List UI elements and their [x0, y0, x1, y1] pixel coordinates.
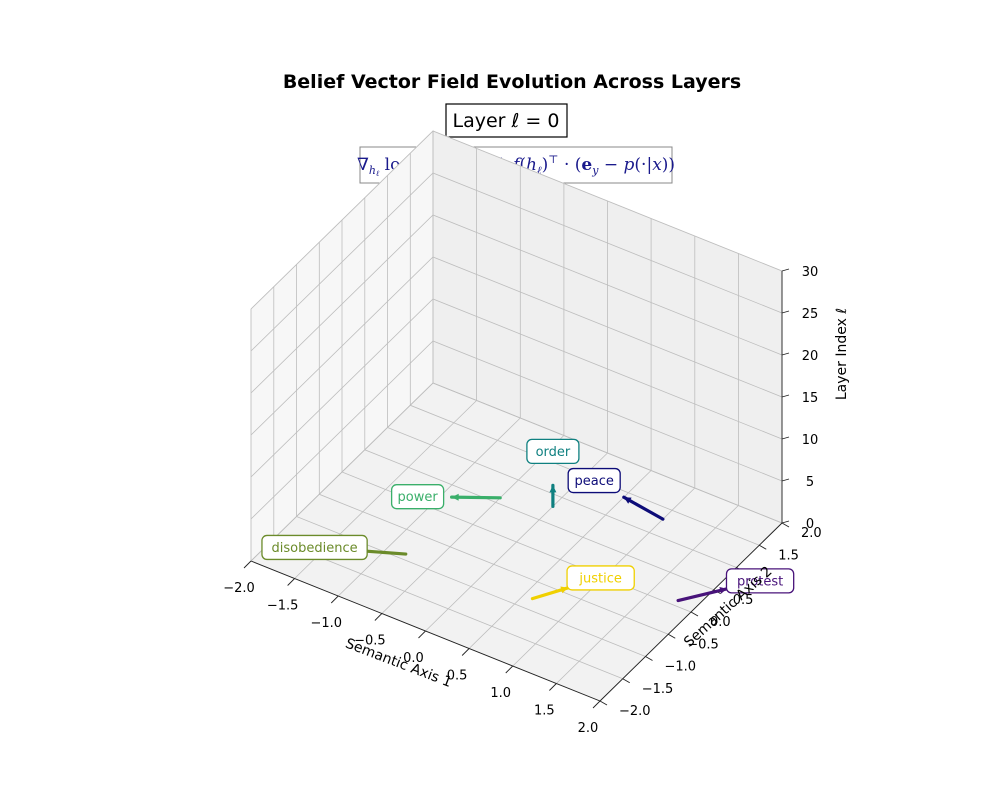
vector-order: order [526, 438, 580, 508]
vector-label: peace [574, 474, 613, 489]
vector-label: disobedience [272, 541, 358, 556]
vector-arrowhead [623, 497, 632, 504]
z-tick-label: 30 [802, 265, 819, 280]
z-tick [781, 478, 790, 482]
vector-justice: justice [530, 565, 635, 601]
y-tick [668, 633, 676, 639]
y-tick [645, 656, 653, 661]
vector-protest: protest [676, 568, 795, 603]
z-gridline [250, 382, 783, 562]
z-tick [781, 352, 790, 356]
vector-arrow [450, 495, 502, 500]
vector-arrow [676, 587, 729, 603]
x-tick [418, 630, 426, 639]
vector-label-box [390, 484, 445, 510]
vector-arrowhead [451, 493, 459, 501]
vector-peace: peace [567, 467, 665, 521]
z-tick-label: 15 [802, 391, 819, 406]
x-tick-label: 1.0 [490, 686, 511, 701]
layer-box: Layer ℓ = 0 [445, 103, 568, 138]
z-tick [781, 520, 790, 524]
x-tick [287, 578, 295, 586]
y-tick-label: 1.5 [778, 548, 799, 563]
x-tick [461, 648, 470, 656]
y-tick-label: −2.0 [619, 704, 651, 719]
x-tick [549, 683, 557, 691]
vector-label: order [536, 445, 571, 460]
y-tick [622, 678, 630, 684]
vector-arrow [622, 495, 665, 521]
layer-label: Layer ℓ = 0 [453, 110, 560, 132]
z-tick [781, 268, 790, 272]
x-tick-label: −1.0 [310, 616, 342, 631]
z-gridline [250, 256, 783, 436]
vector-arrowhead [719, 587, 727, 594]
y-tick [599, 700, 608, 706]
x-tick-label: 1.5 [534, 704, 555, 719]
z-tick-label: 0 [806, 517, 814, 532]
x-tick-label: 0.0 [403, 651, 424, 666]
y-tick-label: −0.5 [687, 637, 719, 652]
z-tick-label: 20 [802, 349, 819, 364]
vector-label: power [398, 490, 439, 505]
z-gridline [250, 298, 783, 478]
vector-label-box [526, 438, 580, 465]
x-tick [592, 700, 601, 709]
y-tick-label: −1.0 [665, 660, 697, 675]
x-tick [243, 560, 252, 569]
x-axis-label: Semantic Axis 1 [343, 636, 454, 691]
x-tick-label: −1.5 [267, 599, 299, 614]
z-tick [781, 394, 790, 398]
vector-label-box [567, 467, 621, 494]
x-tick-label: 2.0 [578, 721, 599, 736]
y-tick-label: 2.0 [801, 526, 822, 541]
x-tick-label: −2.0 [223, 581, 255, 596]
z-gridline [250, 172, 783, 352]
vector-label-box [261, 534, 368, 561]
x-tick [505, 665, 514, 674]
y-tick [759, 544, 767, 550]
vector-label-box [566, 565, 635, 591]
z-gridline [250, 214, 783, 394]
x-tick [374, 613, 383, 621]
chart-title: Belief Vector Field Evolution Across Lay… [283, 71, 741, 93]
vector-power: power [390, 484, 502, 510]
y-tick-label: −1.5 [642, 682, 674, 697]
y-tick-label: 0.0 [710, 615, 731, 630]
vector-arrowhead [549, 485, 557, 493]
z-tick-label: 10 [802, 433, 819, 448]
z-tick [781, 310, 790, 314]
z-tick-label: 5 [806, 475, 814, 490]
x-tick [330, 595, 339, 604]
z-gridline [250, 130, 783, 310]
vector-disobedience: disobedience [261, 534, 408, 561]
z-gridline [250, 340, 783, 520]
vector-label-box [725, 568, 795, 594]
y-tick [690, 611, 699, 617]
x-tick-label: −0.5 [354, 634, 386, 649]
z-tick [781, 436, 790, 440]
y-tick [781, 522, 790, 528]
vector-label: justice [578, 571, 621, 586]
vector-label: protest [737, 574, 783, 589]
z-tick-label: 25 [802, 307, 819, 322]
y-tick-label: 0.5 [733, 593, 754, 608]
z-axis-label: Layer Index ℓ [834, 308, 850, 400]
x-tick-label: 0.5 [447, 669, 468, 684]
vector-arrowhead [560, 586, 569, 594]
